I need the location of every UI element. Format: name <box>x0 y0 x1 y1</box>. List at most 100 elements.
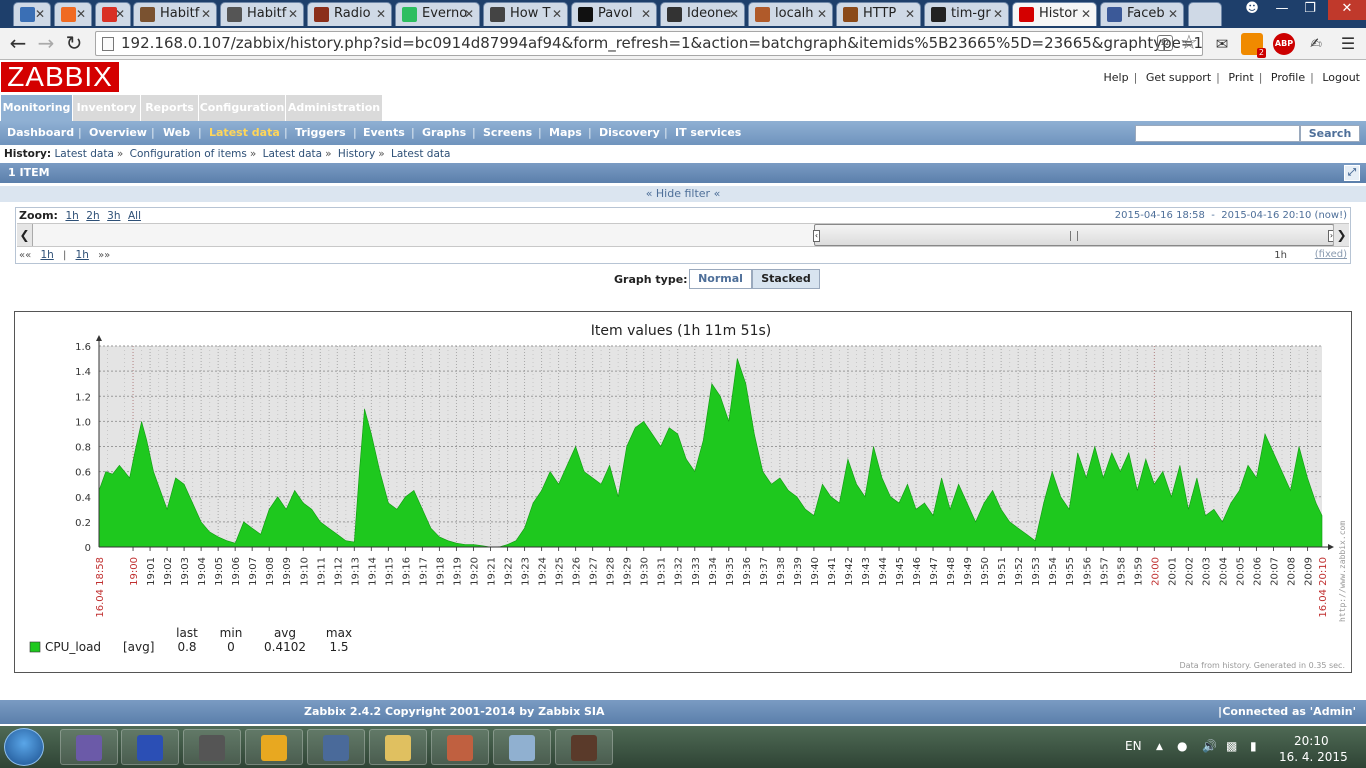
submenu-it-services[interactable]: IT services <box>675 126 742 139</box>
browser-tab[interactable]: Radio ✕ <box>307 2 392 26</box>
period-fixed-toggle[interactable]: (fixed) <box>1314 249 1347 260</box>
submenu-screens[interactable]: Screens <box>483 126 533 139</box>
adblock-icon[interactable]: ABP <box>1273 33 1295 55</box>
scroll-left-arrow-icon[interactable]: ❮ <box>17 224 33 246</box>
tab-close-icon[interactable]: ✕ <box>34 7 45 21</box>
language-indicator[interactable]: EN <box>1125 739 1142 753</box>
breadcrumb-item[interactable]: Latest data <box>391 148 451 160</box>
submenu-overview[interactable]: Overview <box>89 126 147 139</box>
rss-icon[interactable]: 2 <box>1241 33 1266 58</box>
start-button[interactable] <box>4 728 44 766</box>
chat-icon[interactable]: ✍ <box>1310 36 1322 52</box>
taskbar-javaee[interactable] <box>555 729 613 765</box>
help-link[interactable]: Help <box>1103 71 1129 84</box>
submenu-triggers[interactable]: Triggers <box>295 126 346 139</box>
tab-close-icon[interactable]: ✕ <box>816 7 827 21</box>
menu-inventory[interactable]: Inventory <box>73 95 140 121</box>
filter-toggle[interactable]: « Hide filter « <box>0 186 1366 202</box>
tab-close-icon[interactable]: ✕ <box>640 7 651 21</box>
zabbix-logo[interactable]: ZABBIX <box>1 62 119 92</box>
taskbar-sublime[interactable] <box>183 729 241 765</box>
zoom-all[interactable]: All <box>127 210 142 222</box>
extension-icon[interactable]: Ω <box>1157 35 1173 51</box>
browser-tab[interactable]: ✕ <box>95 2 131 26</box>
search-button[interactable]: Search <box>1300 125 1360 142</box>
search-input[interactable] <box>1135 125 1300 142</box>
bookmark-star-icon[interactable]: ☆ <box>1180 30 1198 54</box>
menu-administration[interactable]: Administration <box>286 95 382 121</box>
menu-icon[interactable]: ☰ <box>1340 34 1356 53</box>
browser-tab[interactable]: ✕ <box>54 2 92 26</box>
clock-time[interactable]: 20:10 <box>1294 734 1329 748</box>
breadcrumb-item[interactable]: Latest data <box>262 148 323 160</box>
zoom-2h[interactable]: 2h <box>86 210 100 222</box>
tray-network-status-icon[interactable]: ● <box>1177 739 1188 753</box>
forward-icon[interactable]: → <box>37 31 55 55</box>
new-tab-button[interactable] <box>1188 2 1222 26</box>
user-icon[interactable]: ☻ <box>1245 1 1259 16</box>
tab-close-icon[interactable]: ✕ <box>114 7 125 21</box>
tab-close-icon[interactable]: ✕ <box>1167 7 1178 21</box>
browser-tab[interactable]: Pavol ✕ <box>571 2 657 26</box>
tab-close-icon[interactable]: ✕ <box>551 7 562 21</box>
taskbar-java[interactable] <box>431 729 489 765</box>
menu-monitoring[interactable]: Monitoring <box>1 95 72 121</box>
tab-close-icon[interactable]: ✕ <box>200 7 211 21</box>
taskbar-notes[interactable] <box>493 729 551 765</box>
tab-close-icon[interactable]: ✕ <box>75 7 86 21</box>
signal-icon[interactable]: ▩ <box>1226 739 1238 753</box>
menu-reports[interactable]: Reports <box>141 95 198 121</box>
tab-close-icon[interactable]: ✕ <box>1080 7 1091 21</box>
scroll-right-arrow-icon[interactable]: ❯ <box>1333 224 1349 246</box>
submenu-graphs[interactable]: Graphs <box>422 126 467 139</box>
nav-next-all[interactable]: »» <box>98 250 111 261</box>
browser-tab[interactable]: tim-gr ✕ <box>924 2 1009 26</box>
timeline-scrollbar[interactable]: ❮ ‹ › ❯ <box>17 223 1349 247</box>
logout-link[interactable]: Logout <box>1322 71 1360 84</box>
nav-forward-1h[interactable]: 1h <box>75 249 89 261</box>
close-window-button[interactable]: ✕ <box>1328 0 1366 20</box>
mail-icon[interactable]: ✉ <box>1215 35 1229 53</box>
volume-icon[interactable]: 🔊 <box>1202 739 1217 753</box>
nav-prev-all[interactable]: «« <box>19 250 32 261</box>
tab-close-icon[interactable]: ✕ <box>287 7 298 21</box>
taskbar-save[interactable] <box>121 729 179 765</box>
thumb-left-handle[interactable]: ‹ <box>813 230 820 242</box>
breadcrumb-item[interactable]: Latest data <box>54 148 114 160</box>
taskbar-virtualbox[interactable] <box>307 729 365 765</box>
zoom-3h[interactable]: 3h <box>107 210 121 222</box>
browser-tab[interactable]: localh ✕ <box>748 2 833 26</box>
timeline-thumb[interactable]: ‹ › <box>813 224 1335 246</box>
tab-close-icon[interactable]: ✕ <box>904 7 915 21</box>
submenu-events[interactable]: Events <box>363 126 405 139</box>
breadcrumb-item[interactable]: History <box>337 148 376 160</box>
address-bar[interactable]: 192.168.0.107/zabbix/history.php?sid=bc0… <box>95 31 1203 56</box>
get-support-link[interactable]: Get support <box>1145 71 1212 84</box>
browser-tab[interactable]: How T ✕ <box>483 2 568 26</box>
clock-date[interactable]: 16. 4. 2015 <box>1279 750 1348 764</box>
browser-tab[interactable]: ✕ <box>13 2 51 26</box>
profile-link[interactable]: Profile <box>1270 71 1306 84</box>
graph-type-normal-button[interactable]: Normal <box>689 269 752 289</box>
minimize-button[interactable]: — <box>1275 1 1289 16</box>
back-icon[interactable]: ← <box>9 31 27 55</box>
browser-tab[interactable]: Everno ✕ <box>395 2 480 26</box>
tray-expand-icon[interactable]: ▲ <box>1156 742 1163 752</box>
browser-tab[interactable]: Habitf ✕ <box>133 2 217 26</box>
submenu-web[interactable]: Web <box>163 126 191 139</box>
tab-close-icon[interactable]: ✕ <box>728 7 739 21</box>
restore-button[interactable]: ❐ <box>1304 1 1316 16</box>
tab-close-icon[interactable]: ✕ <box>463 7 474 21</box>
reload-icon[interactable]: ↻ <box>65 31 83 55</box>
tab-close-icon[interactable]: ✕ <box>992 7 1003 21</box>
submenu-latest-data[interactable]: Latest data <box>209 126 280 139</box>
print-link[interactable]: Print <box>1228 71 1254 84</box>
menu-configuration[interactable]: Configuration <box>199 95 285 121</box>
fullscreen-icon[interactable]: ⤢ <box>1344 165 1360 181</box>
browser-tab[interactable]: Histor ✕ <box>1012 2 1097 26</box>
browser-tab[interactable]: Habitf ✕ <box>220 2 304 26</box>
submenu-dashboard[interactable]: Dashboard <box>7 126 75 139</box>
browser-tab[interactable]: Ideone ✕ <box>660 2 745 26</box>
submenu-maps[interactable]: Maps <box>549 126 582 139</box>
battery-icon[interactable]: ▮ <box>1250 739 1257 753</box>
